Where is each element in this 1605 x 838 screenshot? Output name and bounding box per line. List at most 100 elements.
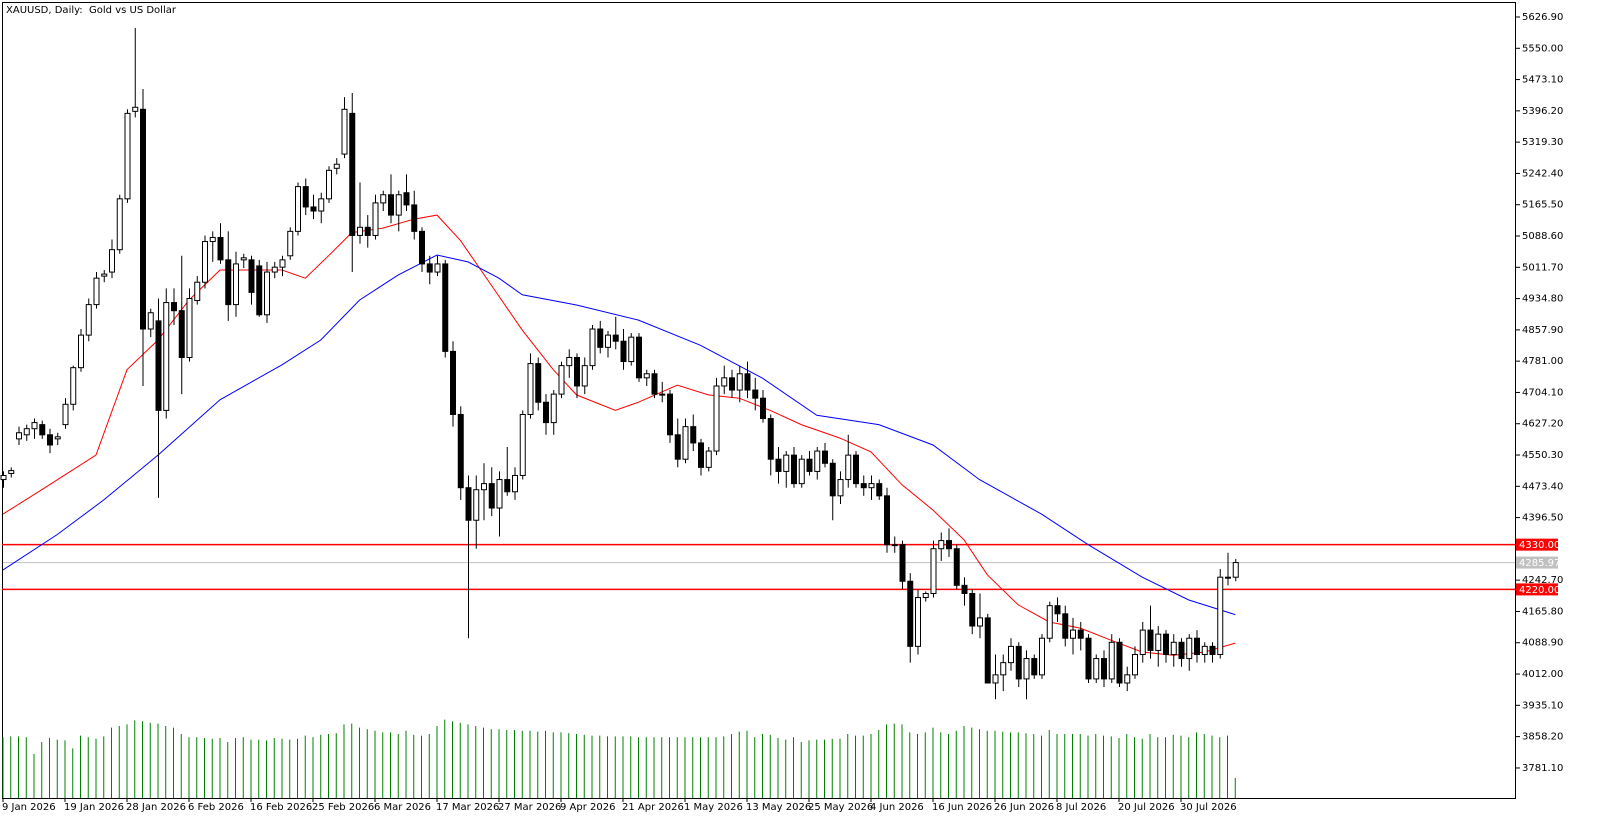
candle-body: [326, 169, 332, 200]
candle-body: [636, 336, 642, 379]
candle-body: [1170, 641, 1177, 656]
candle-body: [829, 462, 836, 497]
y-tick-label: 4781.00: [1522, 356, 1563, 367]
y-tick-label: 3858.20: [1522, 732, 1563, 743]
candle-body: [721, 377, 728, 387]
moving-average: [2, 214, 1236, 656]
candle-body: [450, 350, 456, 415]
candle-body: [791, 454, 797, 485]
candle-body: [643, 373, 650, 379]
candle-body: [147, 312, 154, 330]
candle-body: [264, 271, 270, 316]
candle-body: [132, 106, 139, 112]
candle-body: [403, 192, 410, 206]
candle-body: [798, 458, 805, 485]
candle-body: [310, 206, 317, 212]
candle-body: [163, 302, 170, 411]
y-tick-label: 4934.80: [1522, 294, 1563, 305]
x-tick-label: 6 Feb 2026: [188, 802, 244, 813]
candle-body: [488, 483, 495, 509]
candle-body: [54, 436, 61, 440]
y-tick-label: 3935.10: [1522, 700, 1563, 711]
candle-body: [23, 428, 30, 436]
candle-body: [16, 432, 22, 440]
candle-body: [372, 202, 379, 236]
candle-body: [1085, 637, 1092, 680]
candle-body: [155, 320, 162, 411]
y-tick-label: 3781.10: [1522, 763, 1563, 774]
last-price-tag: [1516, 556, 1558, 569]
candle-body: [744, 373, 751, 391]
x-tick-label: 17 Mar 2026: [436, 802, 499, 813]
y-tick-label: 5550.00: [1522, 43, 1563, 54]
candle-body: [853, 454, 859, 485]
candle-body: [47, 434, 53, 446]
candle-body: [194, 281, 201, 302]
candle-body: [628, 336, 635, 363]
candle-body: [1178, 641, 1185, 660]
candle-body: [1147, 629, 1154, 651]
candle-body: [953, 548, 960, 586]
candle-body: [612, 334, 619, 342]
y-tick-label: 4012.00: [1522, 669, 1563, 680]
candle-body: [1008, 645, 1014, 664]
candle-body: [519, 413, 526, 476]
candle-body: [550, 393, 557, 424]
candle-body: [1155, 633, 1162, 651]
candle-body: [140, 108, 146, 330]
candle-body: [806, 458, 813, 472]
candle-body: [0, 474, 7, 481]
candle-body: [496, 479, 503, 509]
candle-body: [318, 198, 325, 212]
candle-body: [922, 592, 929, 599]
candle-body: [651, 373, 658, 395]
candle-body: [295, 186, 301, 232]
candle-body: [380, 194, 387, 204]
y-tick-label: 4088.90: [1522, 638, 1563, 649]
y-tick-label: 4396.50: [1522, 513, 1563, 524]
x-tick-label: 1 May 2026: [684, 802, 743, 813]
candle-body: [884, 495, 890, 546]
candle-body: [1194, 637, 1200, 656]
candle-body: [713, 385, 720, 452]
candle-body: [1201, 645, 1208, 656]
candle-body: [845, 454, 852, 481]
candle-body: [426, 263, 433, 273]
candle-body: [868, 483, 875, 489]
x-tick-label: 9 Apr 2026: [560, 802, 615, 813]
candle-body: [674, 434, 681, 460]
candle-body: [225, 259, 232, 306]
candle-body: [876, 483, 883, 497]
candle-body: [349, 112, 356, 236]
candle-body: [581, 365, 588, 387]
candle-body: [341, 108, 348, 155]
x-tick-label: 8 Jul 2026: [1056, 802, 1106, 813]
y-tick-label: 4704.10: [1522, 387, 1563, 398]
candle-body: [419, 230, 425, 265]
candle-body: [1108, 641, 1115, 680]
candle-body: [209, 236, 216, 243]
level-tag: [1516, 538, 1558, 551]
y-tick-label: 5319.30: [1522, 137, 1563, 148]
candle-body: [256, 265, 263, 316]
candle-body: [388, 194, 394, 216]
candle-body: [667, 393, 673, 436]
candle-body: [202, 241, 208, 283]
candle-body: [543, 401, 549, 424]
candle-body: [109, 249, 115, 273]
candle-body: [977, 617, 983, 627]
candle-body: [1039, 637, 1045, 676]
candle-body: [984, 617, 991, 684]
candle-body: [8, 470, 15, 474]
candle-body: [1077, 629, 1084, 639]
candle-body: [915, 597, 921, 647]
x-tick-label: 6 Mar 2026: [374, 802, 431, 813]
candle-body: [946, 540, 952, 550]
candle-body: [891, 544, 898, 547]
candle-body: [775, 458, 782, 472]
candle-body: [31, 422, 38, 430]
candle-body: [240, 257, 247, 261]
y-tick-label: 4473.40: [1522, 481, 1563, 492]
chart-title: XAUUSD, Daily: Gold vs US Dollar: [6, 5, 177, 16]
